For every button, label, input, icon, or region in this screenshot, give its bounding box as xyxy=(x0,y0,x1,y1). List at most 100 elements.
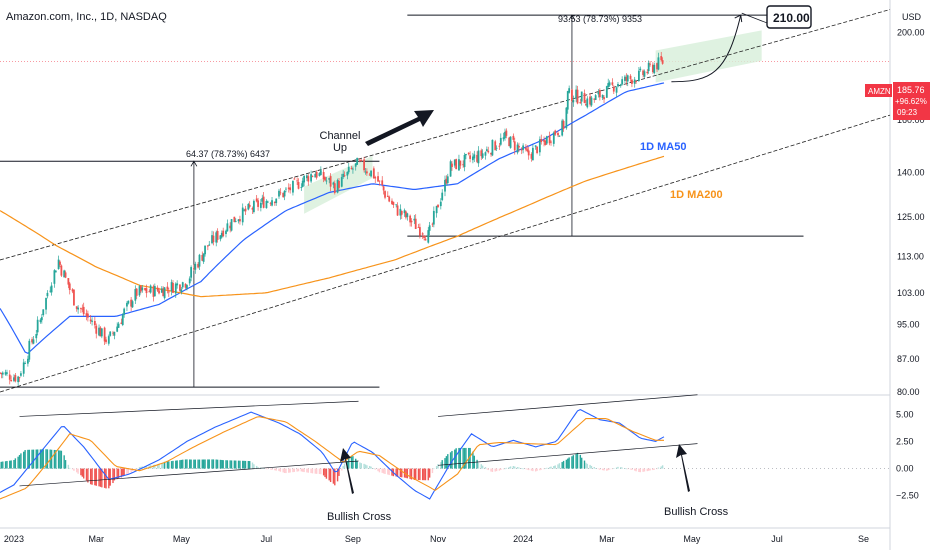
macd-histogram-bar xyxy=(465,447,467,469)
candle-down xyxy=(82,306,85,315)
candle-down xyxy=(544,140,547,145)
macd-histogram-bar xyxy=(409,468,411,479)
macd-histogram-bar xyxy=(381,468,383,473)
candle-down xyxy=(384,191,386,198)
candle-down xyxy=(0,372,3,375)
y-tick-label: 200.00 xyxy=(897,27,925,37)
candle-down xyxy=(0,372,1,374)
macd-histogram-bar xyxy=(136,468,138,470)
macd-histogram-bar xyxy=(593,466,595,469)
candle-up xyxy=(590,97,593,106)
macd-histogram-bar xyxy=(421,468,424,481)
macd-histogram-bar xyxy=(567,458,569,469)
macd-histogram-bar xyxy=(154,464,156,469)
macd-histogram-bar xyxy=(571,456,573,469)
y-tick-label: 95.00 xyxy=(897,320,920,330)
macd-histogram-bar xyxy=(374,468,376,470)
macd-histogram-bar xyxy=(368,465,371,469)
macd-histogram-bar xyxy=(320,468,322,475)
macd-histogram-bar xyxy=(565,459,568,469)
macd-histogram-bar xyxy=(576,452,579,469)
macd-histogram-bar xyxy=(594,468,597,469)
macd-histogram-bar xyxy=(491,468,494,472)
candle-up xyxy=(364,171,367,173)
candle-down xyxy=(158,290,160,294)
measure-arrow-right-head xyxy=(568,14,576,21)
macd-histogram-bar xyxy=(575,453,577,469)
macd-histogram-bar xyxy=(283,468,286,474)
macd-histogram-bar xyxy=(522,468,524,470)
candle-up xyxy=(50,285,53,293)
macd-histogram-bar xyxy=(643,468,646,472)
candle-up xyxy=(538,139,541,153)
macd-histogram-bar xyxy=(39,449,42,469)
macd-histogram-bar xyxy=(162,462,164,469)
candle-up xyxy=(319,170,322,176)
target-box-label: 210.00 xyxy=(773,11,810,25)
candle-up xyxy=(624,76,626,81)
macd-histogram-bar xyxy=(73,468,75,471)
candle-down xyxy=(656,63,658,70)
macd-histogram-bar xyxy=(606,468,608,471)
candle-up xyxy=(432,210,435,225)
macd-histogram-bar xyxy=(469,447,471,469)
candle-up xyxy=(346,171,349,176)
macd-histogram-bar xyxy=(342,466,344,469)
macd-histogram-bar xyxy=(653,468,655,470)
macd-histogram-bar xyxy=(180,459,183,469)
macd-histogram-bar xyxy=(509,466,512,469)
candle-up xyxy=(36,319,39,333)
macd-histogram-bar xyxy=(117,468,120,479)
macd-histogram-bar xyxy=(198,459,201,469)
candle-down xyxy=(287,187,290,190)
macd-histogram-bar xyxy=(32,449,35,469)
candle-down xyxy=(646,71,649,74)
macd-histogram-bar xyxy=(329,468,332,483)
candle-up xyxy=(342,173,345,178)
ma200-label: 1D MA200 xyxy=(670,189,723,201)
macd-histogram-bar xyxy=(158,463,160,469)
candle-up xyxy=(243,209,246,211)
candle-up xyxy=(198,254,201,267)
candle-up xyxy=(435,205,438,214)
candle-down xyxy=(530,153,533,159)
candle-down xyxy=(324,177,326,181)
macd-histogram-bar xyxy=(530,468,533,471)
macd-histogram-bar xyxy=(336,468,339,482)
candle-up xyxy=(121,314,124,326)
candle-up xyxy=(252,200,255,213)
macd-histogram-bar xyxy=(599,468,601,470)
candle-down xyxy=(437,204,439,208)
macd-histogram-bar xyxy=(613,468,615,469)
candle-up xyxy=(208,244,211,246)
y-tick-label: 80.00 xyxy=(897,387,920,397)
macd-histogram-bar xyxy=(98,468,100,487)
macd-histogram-bar xyxy=(494,468,496,472)
macd-histogram-bar xyxy=(267,468,269,470)
macd-histogram-bar xyxy=(87,468,89,483)
macd-histogram-bar xyxy=(91,468,93,485)
macd-histogram-bar xyxy=(229,460,231,469)
candle-up xyxy=(292,180,294,193)
candle-up xyxy=(318,173,321,176)
candle-down xyxy=(548,135,551,144)
candle-down xyxy=(540,138,543,143)
candle-up xyxy=(211,235,213,244)
candle-down xyxy=(135,288,138,296)
macd-histogram-bar xyxy=(6,460,8,469)
macd-histogram-bar xyxy=(20,453,22,469)
y-tick-label: 87.00 xyxy=(897,354,920,364)
macd-histogram-bar xyxy=(490,468,492,472)
macd-histogram-bar xyxy=(512,465,515,469)
candle-up xyxy=(328,178,331,180)
candle-up xyxy=(561,120,564,136)
macd-histogram-bar xyxy=(127,468,130,474)
candle-down xyxy=(476,154,478,162)
macd-histogram-bar xyxy=(293,468,296,472)
candle-down xyxy=(527,150,530,156)
candle-down xyxy=(360,159,363,161)
candle-up xyxy=(481,153,484,158)
candle-down xyxy=(145,288,148,294)
macd-histogram-bar xyxy=(586,463,588,469)
